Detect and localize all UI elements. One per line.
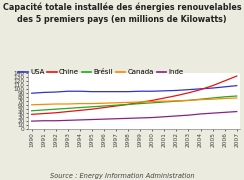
USA: [139, 90, 142, 92]
USA: [30, 92, 33, 94]
Inde: [139, 117, 142, 119]
Chine: [211, 85, 214, 87]
USA: [211, 87, 214, 89]
Chine: [151, 99, 154, 102]
Inde: [223, 111, 226, 113]
Inde: [42, 120, 45, 122]
Canada: [91, 103, 93, 105]
Inde: [163, 116, 166, 118]
Brésil: [127, 103, 130, 105]
Canada: [139, 101, 142, 103]
USA: [66, 90, 69, 92]
USA: [91, 91, 93, 93]
Canada: [199, 98, 202, 101]
Canada: [54, 103, 57, 105]
Text: des 5 premiers pays (en millions de Kilowatts): des 5 premiers pays (en millions de Kilo…: [17, 15, 227, 24]
Brésil: [187, 99, 190, 102]
Canada: [102, 102, 105, 104]
Canada: [30, 104, 33, 106]
Chine: [175, 94, 178, 97]
Canada: [115, 102, 118, 104]
Brésil: [235, 95, 238, 97]
USA: [199, 88, 202, 90]
Canada: [211, 98, 214, 100]
USA: [235, 85, 238, 87]
Brésil: [42, 109, 45, 111]
Brésil: [54, 108, 57, 110]
Brésil: [115, 104, 118, 106]
Inde: [30, 120, 33, 122]
USA: [42, 91, 45, 94]
Line: Chine: Chine: [32, 76, 237, 114]
Brésil: [139, 103, 142, 105]
Line: Canada: Canada: [32, 98, 237, 105]
USA: [79, 90, 81, 92]
Brésil: [102, 105, 105, 107]
Canada: [187, 99, 190, 102]
Canada: [42, 103, 45, 105]
Chine: [163, 97, 166, 99]
Brésil: [175, 100, 178, 102]
Inde: [91, 118, 93, 121]
USA: [127, 91, 130, 93]
Inde: [187, 114, 190, 116]
Chine: [66, 111, 69, 113]
Inde: [79, 119, 81, 121]
Brésil: [79, 107, 81, 109]
Chine: [54, 112, 57, 114]
Inde: [199, 113, 202, 115]
USA: [163, 90, 166, 92]
Line: Brésil: Brésil: [32, 96, 237, 111]
USA: [102, 91, 105, 93]
Inde: [235, 111, 238, 113]
Brésil: [91, 106, 93, 108]
USA: [175, 89, 178, 91]
Chine: [187, 92, 190, 94]
USA: [151, 90, 154, 92]
Inde: [115, 118, 118, 120]
Brésil: [151, 102, 154, 104]
Canada: [66, 103, 69, 105]
USA: [223, 86, 226, 88]
Inde: [127, 117, 130, 119]
Inde: [175, 115, 178, 117]
Canada: [163, 100, 166, 102]
Canada: [235, 97, 238, 99]
Text: Source : Energy Information Administration: Source : Energy Information Administrati…: [50, 173, 194, 179]
Chine: [139, 101, 142, 103]
Chine: [115, 105, 118, 107]
Text: Capacité totale installée des énergies renouvelables: Capacité totale installée des énergies r…: [3, 3, 241, 12]
Brésil: [163, 101, 166, 103]
USA: [54, 91, 57, 93]
Chine: [30, 113, 33, 115]
Inde: [211, 112, 214, 114]
Inde: [66, 119, 69, 122]
Brésil: [30, 110, 33, 112]
Canada: [79, 103, 81, 105]
Brésil: [66, 107, 69, 109]
Canada: [223, 97, 226, 100]
Chine: [235, 75, 238, 77]
Chine: [42, 112, 45, 115]
Chine: [91, 108, 93, 110]
USA: [115, 91, 118, 93]
Canada: [151, 100, 154, 103]
Canada: [127, 101, 130, 103]
Line: Inde: Inde: [32, 112, 237, 121]
Inde: [54, 120, 57, 122]
Chine: [223, 80, 226, 82]
Inde: [102, 118, 105, 120]
Brésil: [211, 97, 214, 99]
Brésil: [223, 96, 226, 98]
Chine: [127, 103, 130, 105]
Chine: [199, 89, 202, 91]
Chine: [79, 109, 81, 111]
Brésil: [199, 98, 202, 100]
Legend: USA, Chine, Brésil, Canada, Inde: USA, Chine, Brésil, Canada, Inde: [18, 69, 183, 75]
USA: [187, 89, 190, 91]
Line: USA: USA: [32, 86, 237, 93]
Canada: [175, 100, 178, 102]
Chine: [102, 107, 105, 109]
Inde: [151, 116, 154, 119]
